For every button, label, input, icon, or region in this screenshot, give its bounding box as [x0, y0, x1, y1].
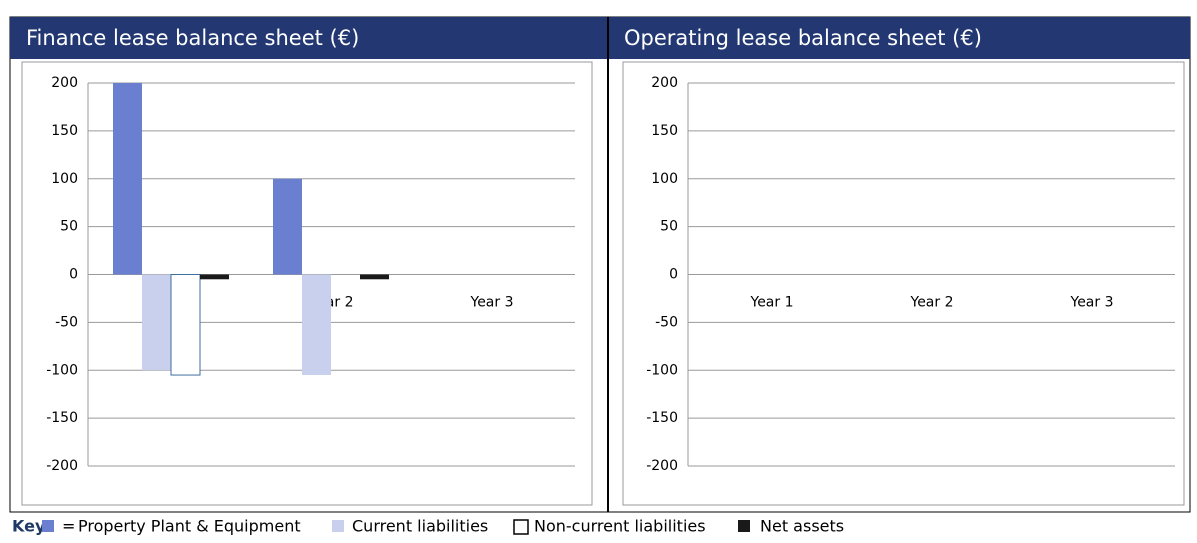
legend-label: Current liabilities: [352, 517, 488, 536]
bar: [302, 274, 331, 376]
x-tick-label: Year 1: [750, 295, 794, 311]
x-tick-label: Year 2: [910, 295, 954, 311]
y-tick-label: -100: [646, 362, 678, 378]
legend-label: Property Plant & Equipment: [78, 517, 301, 536]
y-tick-label: 50: [60, 219, 78, 235]
header-bar: [10, 17, 607, 59]
bar: [360, 274, 389, 280]
y-tick-label: 100: [651, 171, 678, 187]
header-bar: [609, 17, 1190, 59]
y-tick-label: 150: [51, 123, 78, 139]
bar: [113, 83, 142, 275]
y-tick-label: 150: [651, 123, 678, 139]
y-tick-label: 100: [51, 171, 78, 187]
x-tick-label: Year 3: [470, 295, 514, 311]
bar: [142, 274, 171, 371]
chart-title: Finance lease balance sheet (€): [26, 26, 359, 50]
y-tick-label: 0: [669, 267, 678, 283]
y-tick-label: 200: [651, 75, 678, 91]
chart-title: Operating lease balance sheet (€): [624, 26, 982, 50]
chart-box: [622, 61, 1185, 506]
y-tick-label: -150: [46, 410, 78, 426]
legend-label: Net assets: [760, 517, 844, 536]
y-tick-label: -200: [646, 458, 678, 474]
legend-swatch: [513, 519, 529, 535]
key-label: Key:: [12, 517, 52, 536]
legend-swatch: [42, 520, 54, 532]
y-tick-label: -200: [46, 458, 78, 474]
y-tick-label: -50: [55, 314, 78, 330]
y-tick-label: -50: [655, 314, 678, 330]
legend-swatch: [332, 520, 344, 532]
bar: [200, 274, 229, 280]
y-tick-label: 200: [51, 75, 78, 91]
y-tick-label: 0: [69, 267, 78, 283]
x-tick-label: Year 3: [1070, 295, 1114, 311]
bar: [170, 274, 201, 376]
legend-swatch: [738, 520, 750, 532]
y-tick-label: -100: [46, 362, 78, 378]
bar: [273, 178, 302, 275]
y-tick-label: 50: [660, 219, 678, 235]
legend-label: Non-current liabilities: [534, 517, 706, 536]
key-separator: =: [62, 517, 75, 536]
y-tick-label: -150: [646, 410, 678, 426]
